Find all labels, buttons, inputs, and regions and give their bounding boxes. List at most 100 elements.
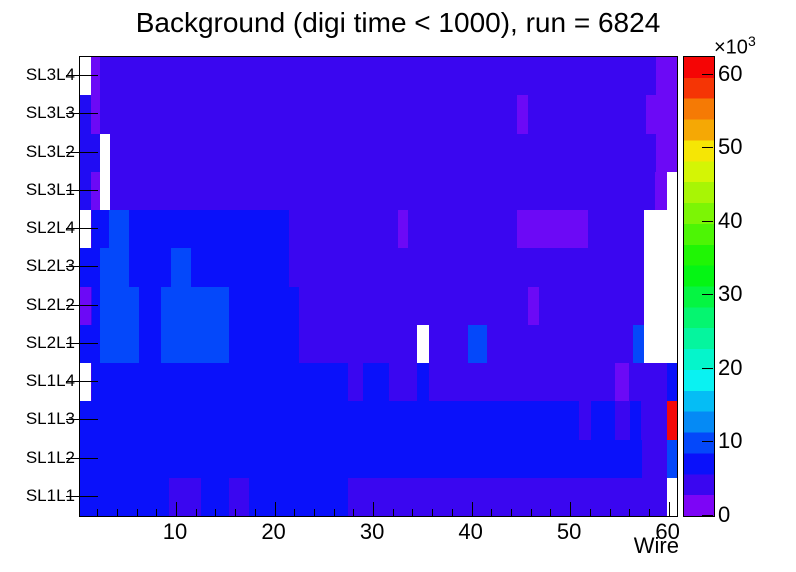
x-major-tick <box>373 502 375 516</box>
heatmap-cell <box>654 171 667 210</box>
y-row-tick <box>66 266 98 267</box>
heatmap-cell <box>655 133 677 172</box>
y-row-tick <box>66 75 98 76</box>
heatmap-cell <box>100 248 129 287</box>
heatmap-cell <box>171 248 191 287</box>
heatmap-cell <box>643 248 677 287</box>
y-axis-label: SL1L1 <box>25 485 75 505</box>
z-tick-label: 50 <box>718 134 743 159</box>
x-tick-label: 60 <box>655 519 680 544</box>
x-minor-tick <box>353 509 355 516</box>
x-minor-tick <box>254 509 256 516</box>
y-axis-label: SL1L4 <box>25 371 75 391</box>
y-row-tick <box>66 190 98 191</box>
heatmap-cell <box>643 286 677 325</box>
x-minor-tick <box>530 509 532 516</box>
y-row-tick <box>66 113 98 114</box>
x-tick-label: 30 <box>359 519 385 544</box>
z-tick-label: 10 <box>718 428 743 453</box>
x-minor-tick <box>215 509 217 516</box>
heatmap-cell <box>363 363 389 402</box>
heatmap-cell <box>109 210 129 249</box>
y-axis-label: SL1L3 <box>25 409 75 429</box>
heatmap-cell <box>645 95 677 134</box>
x-minor-tick <box>432 509 434 516</box>
heatmap-cell <box>91 95 101 134</box>
x-major-tick <box>471 502 473 516</box>
y-row-tick <box>66 381 98 382</box>
x-minor-tick <box>294 509 296 516</box>
heatmap-cell <box>643 324 677 363</box>
z-scale-base: ×10 <box>714 36 748 59</box>
x-tick-label: 20 <box>261 519 286 544</box>
y-axis-label: SL2L1 <box>25 332 75 352</box>
heatmap-cell <box>100 171 111 210</box>
z-tick <box>702 515 713 516</box>
z-tick-label: 60 <box>718 61 743 86</box>
z-tick <box>702 294 713 295</box>
heatmap-cell <box>161 286 230 325</box>
z-tick-label: 30 <box>718 281 743 306</box>
heatmap-cell <box>100 133 111 172</box>
heatmap-cell <box>666 401 677 440</box>
heatmap-cell <box>100 324 139 363</box>
x-minor-tick <box>97 509 99 516</box>
y-axis-label: SL3L3 <box>25 103 75 123</box>
y-row-tick <box>66 419 98 420</box>
z-tick-label: 0 <box>718 502 731 527</box>
colorbar <box>683 56 715 517</box>
heatmap-cell <box>397 210 408 249</box>
x-tick-label: 50 <box>556 519 582 544</box>
x-minor-tick <box>116 509 118 516</box>
heatmap-cell <box>200 477 230 516</box>
heatmap-cell <box>527 286 539 325</box>
y-axis-label: SL2L3 <box>25 256 75 276</box>
x-minor-tick <box>412 509 414 516</box>
y-axis-label: SL3L4 <box>25 65 75 85</box>
x-minor-tick <box>333 509 335 516</box>
z-tick <box>702 221 713 222</box>
heatmap-cell <box>666 171 677 210</box>
heatmap-cell <box>92 363 349 402</box>
heatmap-cell <box>417 324 430 363</box>
x-major-tick <box>176 502 178 516</box>
x-minor-tick <box>195 509 197 516</box>
x-minor-tick <box>313 509 315 516</box>
y-row-tick <box>66 458 98 459</box>
x-minor-tick <box>491 509 493 516</box>
heatmap-plot <box>79 56 678 517</box>
heatmap-cell <box>248 477 349 516</box>
heatmap-cell <box>80 95 92 134</box>
heatmap-cell <box>666 439 677 478</box>
x-axis-title: Wire <box>633 533 679 558</box>
heatmap-cell <box>615 363 630 402</box>
heatmap-cell <box>80 439 643 478</box>
x-minor-tick <box>235 509 237 516</box>
y-row-tick <box>66 228 98 229</box>
heatmap-cell <box>467 324 488 363</box>
y-axis-label: SL3L2 <box>25 141 75 161</box>
y-row-tick <box>66 152 98 153</box>
x-minor-tick <box>392 509 394 516</box>
heatmap-cell <box>80 363 92 402</box>
heatmap-cell <box>80 401 579 440</box>
x-minor-tick <box>648 509 650 516</box>
x-minor-tick <box>156 509 158 516</box>
x-minor-tick <box>136 509 138 516</box>
heatmap-cell <box>630 401 642 440</box>
z-tick <box>702 368 713 369</box>
z-axis-scale-label: ×103 <box>714 33 756 60</box>
heatmap-cell <box>643 210 677 249</box>
heatmap-cell <box>80 57 92 96</box>
heatmap-cell <box>100 286 139 325</box>
x-major-tick <box>668 502 670 516</box>
y-axis-label: SL2L4 <box>25 218 75 238</box>
y-row-tick <box>66 496 98 497</box>
y-row-tick <box>66 305 98 306</box>
x-minor-tick <box>550 509 552 516</box>
heatmap-cell <box>666 363 677 402</box>
heatmap-cell <box>417 363 430 402</box>
heatmap-cell <box>633 324 644 363</box>
x-minor-tick <box>629 509 631 516</box>
